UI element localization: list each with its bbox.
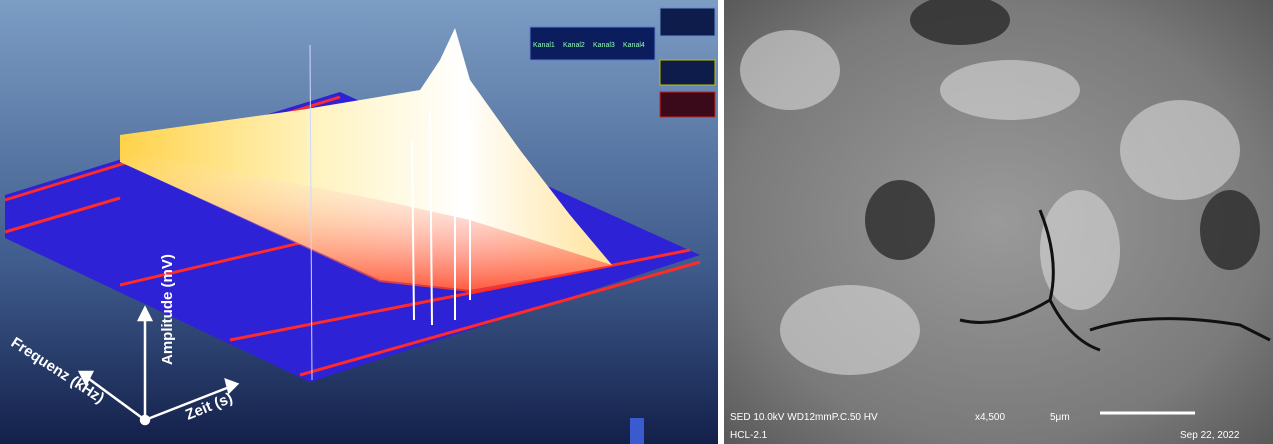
sem-magnification: x4,500 — [975, 412, 1005, 423]
ui-box — [660, 8, 715, 36]
ui-box — [660, 92, 715, 117]
sem-panel: SED 10.0kV WD12mmP.C.50 HV x4,500 5μm HC… — [724, 0, 1273, 444]
amplitude-axis-label: Amplitude (mV) — [159, 254, 176, 365]
ui-box — [660, 60, 715, 85]
channel-label: Kanal1 — [533, 42, 555, 49]
channel-label: Kanal3 — [593, 42, 615, 49]
sem-date: Sep 22, 2022 — [1180, 430, 1240, 441]
channel-label: Kanal2 — [563, 42, 585, 49]
sem-info: SED 10.0kV WD12mmP.C.50 HV — [730, 412, 878, 423]
page: Kanal1Kanal2Kanal3Kanal4 Frequenz (kHz) … — [0, 0, 1273, 444]
figure: Kanal1Kanal2Kanal3Kanal4 Frequenz (kHz) … — [0, 0, 1273, 444]
scroll-marker — [630, 418, 644, 444]
sem-sample: HCL-2.1 — [730, 430, 768, 441]
sem-scale-label: 5μm — [1050, 412, 1070, 423]
channel-label: Kanal4 — [623, 42, 645, 49]
